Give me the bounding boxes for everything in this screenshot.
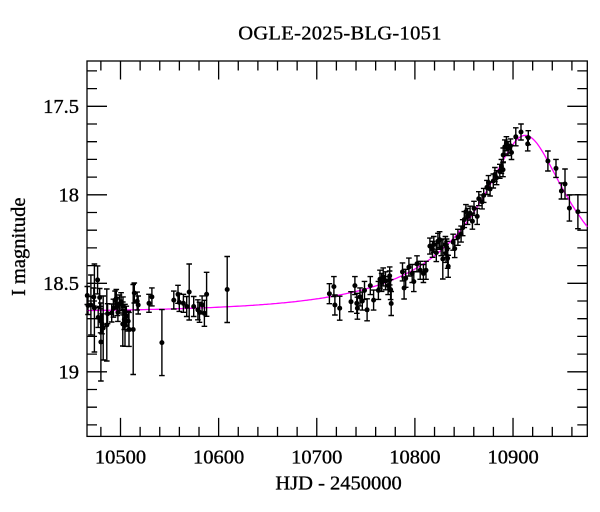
svg-text:19: 19	[59, 362, 80, 384]
svg-text:10500: 10500	[95, 447, 146, 469]
svg-text:10800: 10800	[389, 447, 440, 469]
svg-text:18.5: 18.5	[43, 273, 79, 295]
svg-text:10600: 10600	[193, 447, 244, 469]
svg-text:HJD - 2450000: HJD - 2450000	[275, 473, 401, 495]
svg-text:18: 18	[59, 185, 80, 207]
svg-text:17.5: 17.5	[43, 96, 79, 118]
svg-text:10700: 10700	[291, 447, 342, 469]
svg-text:10900: 10900	[487, 447, 538, 469]
svg-text:I magnitude: I magnitude	[8, 198, 30, 296]
svg-text:OGLE-2025-BLG-1051: OGLE-2025-BLG-1051	[238, 23, 442, 45]
